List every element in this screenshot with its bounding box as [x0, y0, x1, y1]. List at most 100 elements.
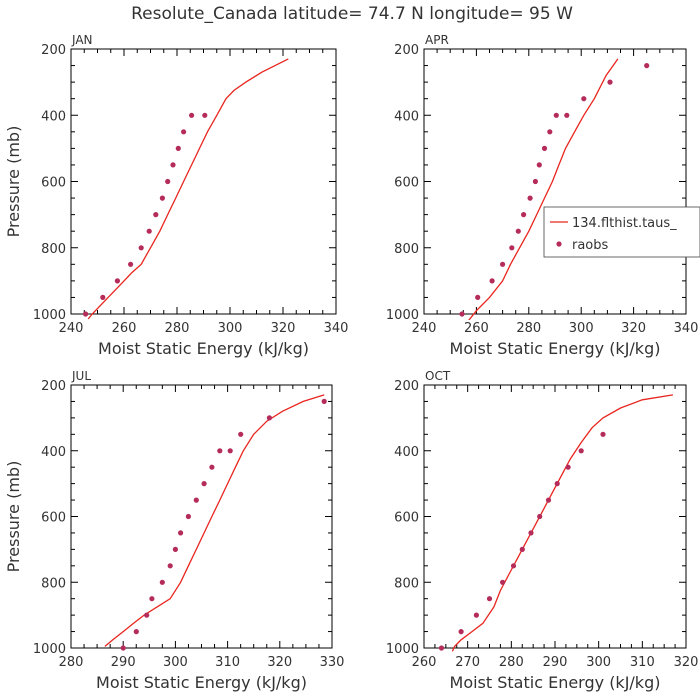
series-line-model	[451, 394, 674, 652]
raobs-point	[114, 278, 120, 284]
x-tick-label: 300	[586, 655, 611, 670]
y-tick-label: 400	[394, 109, 419, 124]
x-tick-label: 280	[59, 655, 84, 670]
y-tick-label: 1000	[386, 308, 419, 323]
raobs-point	[438, 645, 445, 651]
raobs-point	[510, 563, 517, 569]
y-tick-label: 1000	[33, 308, 66, 323]
y-tick-label: 800	[41, 242, 66, 257]
raobs-point	[133, 629, 139, 635]
raobs-point	[564, 112, 570, 118]
x-tick-label: 240	[412, 321, 437, 336]
panel-label: OCT	[425, 369, 451, 383]
raobs-point	[202, 112, 208, 118]
raobs-point	[144, 612, 150, 618]
y-tick-label: 400	[41, 109, 66, 124]
x-tick-label: 340	[674, 321, 699, 336]
x-tick-label: 260	[112, 321, 137, 336]
plot-frame	[70, 48, 337, 315]
raobs-point	[266, 415, 272, 421]
x-tick-label: 280	[499, 655, 524, 670]
raobs-point	[238, 431, 244, 437]
raobs-point	[459, 311, 465, 317]
chart-title: Resolute_Canada latitude= 74.7 N longitu…	[131, 4, 573, 24]
raobs-point	[600, 431, 606, 437]
x-tick-label: 330	[320, 655, 345, 670]
raobs-point	[178, 530, 184, 536]
raobs-point	[159, 195, 165, 201]
raobs-point	[547, 129, 553, 135]
raobs-point	[175, 145, 181, 151]
panel-jan: 240 260 280 300 320 340 200 400 600 800 1000 JAN Moi…	[4, 33, 348, 358]
x-tick-label: 320	[674, 655, 699, 670]
raobs-point	[146, 228, 152, 234]
raobs-point	[528, 530, 534, 536]
panel-label: JUL	[71, 369, 91, 383]
x-tick-label: 320	[621, 321, 646, 336]
y-tick-label: 600	[394, 511, 419, 526]
raobs-point	[500, 261, 506, 267]
x-tick-label: 300	[569, 321, 594, 336]
x-tick-label: 320	[271, 321, 296, 336]
raobs-point	[545, 497, 552, 503]
raobs-point	[473, 612, 479, 618]
panels-group: 240 260 280 300 320 340 200 400 600 800 1000 JAN Moi…	[4, 33, 700, 692]
x-tick-label: 280	[165, 321, 190, 336]
raobs-point	[541, 145, 548, 151]
raobs-point	[475, 294, 481, 300]
y-tick-label: 200	[394, 43, 419, 58]
raobs-point	[153, 212, 159, 218]
raobs-point	[201, 481, 207, 487]
raobs-point	[532, 178, 539, 185]
raobs-point	[172, 546, 178, 553]
y-axis-label: Pressure (mb)	[4, 461, 23, 573]
raobs-point	[519, 546, 525, 553]
plot-frame	[423, 384, 687, 649]
raobs-point	[185, 513, 191, 520]
y-tick-label: 1000	[33, 642, 66, 657]
x-axis-label: Moist Static Energy (kJ/kg)	[98, 339, 309, 358]
raobs-point	[607, 79, 613, 85]
y-axis-label: Pressure (mb)	[4, 126, 23, 238]
raobs-point	[581, 96, 587, 102]
x-tick-label: 310	[215, 655, 240, 670]
raobs-point	[159, 579, 165, 585]
raobs-point	[458, 629, 464, 635]
panel-oct: 260 270 280 290 300 310 320 200 400 600 800 1000 OCT…	[386, 369, 699, 692]
raobs-point	[500, 579, 506, 585]
x-tick-label: 300	[218, 321, 243, 336]
raobs-point	[565, 464, 571, 470]
legend-point-swatch	[556, 241, 562, 247]
legend: 134.flthist.taus_raobs	[543, 206, 700, 258]
raobs-point	[486, 596, 493, 602]
y-tick-label: 800	[394, 242, 419, 257]
y-tick-label: 200	[41, 43, 66, 58]
y-tick-label: 800	[41, 576, 66, 591]
x-axis-label: Moist Static Energy (kJ/kg)	[96, 673, 307, 692]
series-line-model	[468, 58, 619, 320]
raobs-point	[170, 162, 176, 168]
panel-label: JAN	[71, 33, 93, 47]
y-tick-label: 600	[394, 176, 419, 191]
plot-frame	[70, 384, 333, 649]
legend-box	[543, 206, 700, 258]
y-tick-label: 600	[41, 176, 66, 191]
raobs-point	[644, 63, 650, 69]
raobs-point	[128, 261, 134, 267]
raobs-point	[536, 162, 542, 168]
x-tick-label: 340	[324, 321, 349, 336]
y-tick-label: 600	[41, 511, 66, 526]
raobs-point	[521, 212, 527, 218]
raobs-point	[527, 195, 533, 201]
raobs-point	[193, 497, 199, 503]
x-tick-label: 240	[59, 321, 84, 336]
raobs-point	[181, 129, 187, 135]
y-tick-label: 400	[41, 445, 66, 460]
x-tick-label: 290	[111, 655, 136, 670]
panel-apr: 240 260 280 300 320 340 200 400 600 800 1000 APR Moi…	[386, 33, 700, 358]
y-tick-label: 800	[394, 576, 419, 591]
raobs-point	[515, 228, 521, 234]
legend-entry-model: 134.flthist.taus_	[572, 216, 677, 231]
x-tick-label: 320	[267, 655, 292, 670]
